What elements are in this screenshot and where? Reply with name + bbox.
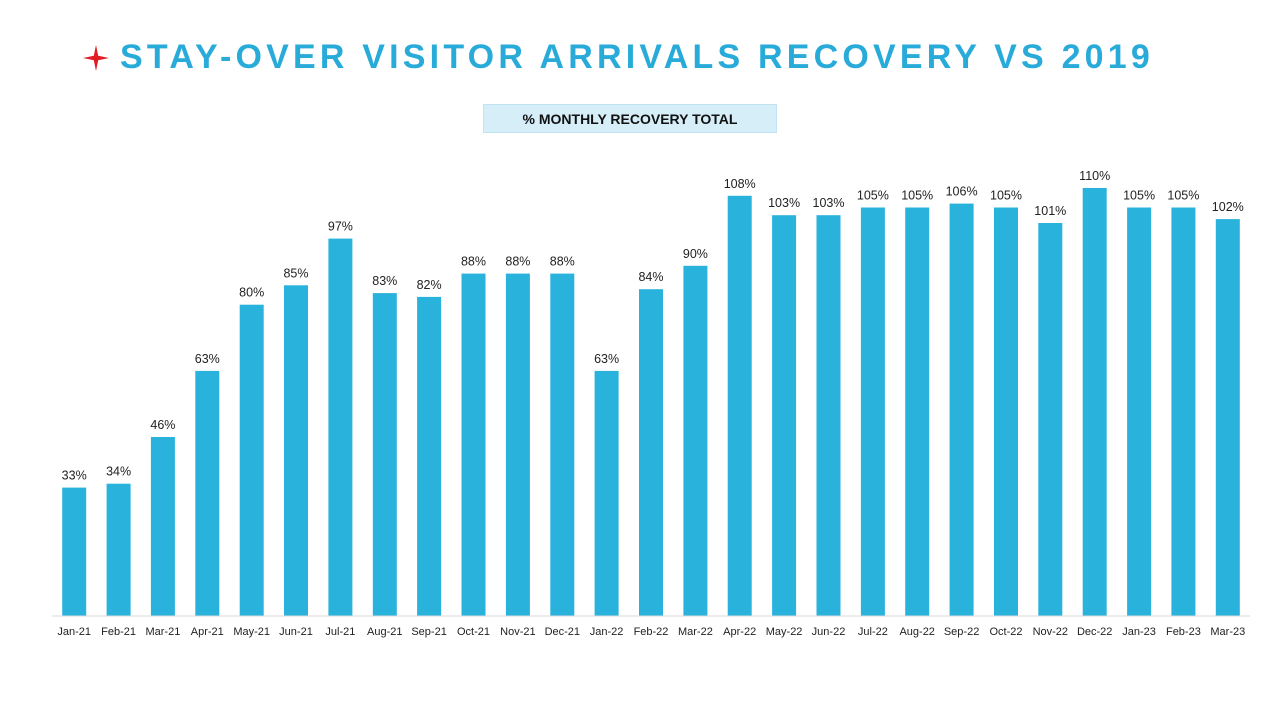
- category-label: Nov-22: [1033, 626, 1068, 638]
- data-label: 108%: [724, 177, 756, 191]
- category-label: May-22: [766, 626, 803, 638]
- category-label: Jan-21: [57, 626, 91, 638]
- category-label: Jan-23: [1122, 626, 1156, 638]
- bar-jun-21: [284, 285, 308, 616]
- bar-aug-21: [372, 293, 397, 616]
- category-label: Jul-21: [325, 626, 355, 638]
- category-label: Mar-22: [678, 626, 713, 638]
- data-label: 105%: [901, 189, 933, 203]
- bar-mar-23: [1215, 219, 1240, 616]
- category-label: Apr-21: [191, 626, 224, 638]
- data-label: 80%: [239, 286, 264, 300]
- bar-nov-22: [1038, 223, 1063, 616]
- data-label: 46%: [150, 418, 175, 432]
- bar-jul-21: [328, 238, 353, 616]
- category-label: Mar-21: [145, 626, 180, 638]
- bar-may-21: [239, 304, 264, 616]
- data-label: 106%: [946, 185, 978, 199]
- category-label: Feb-23: [1166, 626, 1201, 638]
- bar-jul-22: [860, 207, 885, 616]
- category-labels-group: Jan-21 Feb-21 Mar-21 Apr-21 May-21 Jun-21 Jul-…: [57, 626, 1245, 638]
- bar-jan-23: [1127, 207, 1152, 616]
- category-label: Sep-22: [944, 626, 979, 638]
- bars-group: [62, 188, 1240, 617]
- category-label: Nov-21: [500, 626, 535, 638]
- data-labels-group: 33% 34% 46% 63% 80% 85% 97% 83% 82% 88% 88% 88% 63% 8…: [62, 169, 1244, 483]
- data-label: 105%: [857, 189, 889, 203]
- data-label: 88%: [461, 255, 486, 269]
- category-label: Jun-21: [279, 626, 313, 638]
- bar-dec-21: [550, 273, 575, 616]
- category-label: Sep-21: [411, 626, 446, 638]
- category-label: Jul-22: [858, 626, 888, 638]
- category-label: Feb-21: [101, 626, 136, 638]
- category-label: Jun-22: [812, 626, 846, 638]
- bar-may-22: [772, 215, 797, 616]
- data-label: 105%: [990, 189, 1022, 203]
- category-label: Aug-21: [367, 626, 402, 638]
- category-label: Jan-22: [590, 626, 624, 638]
- bar-jan-21: [62, 487, 87, 616]
- data-label: 88%: [550, 255, 575, 269]
- chart-subtitle: % MONTHLY RECOVERY TOTAL: [483, 104, 777, 133]
- category-label: Oct-22: [989, 626, 1022, 638]
- bar-feb-23: [1171, 207, 1196, 616]
- data-label: 97%: [328, 220, 353, 234]
- page-title: STAY-OVER VISITOR ARRIVALS RECOVERY VS 2…: [120, 38, 1155, 76]
- bar-feb-21: [106, 483, 131, 616]
- data-label: 105%: [1123, 189, 1155, 203]
- red-star-icon: [83, 44, 109, 71]
- data-label: 63%: [594, 352, 619, 366]
- bar-oct-22: [994, 207, 1018, 616]
- category-label: Dec-21: [545, 626, 580, 638]
- data-label: 82%: [417, 278, 442, 292]
- bar-oct-21: [461, 273, 486, 616]
- data-label: 110%: [1079, 169, 1110, 183]
- title-row: STAY-OVER VISITOR ARRIVALS RECOVERY VS 2…: [82, 38, 1154, 77]
- category-label: May-21: [233, 626, 270, 638]
- bar-aug-22: [905, 207, 930, 616]
- data-label: 90%: [683, 247, 708, 261]
- bar-dec-22: [1082, 188, 1107, 616]
- data-label: 88%: [505, 255, 530, 269]
- bar-mar-21: [150, 437, 175, 616]
- bar-apr-21: [195, 370, 220, 616]
- data-label: 101%: [1034, 204, 1066, 218]
- bar-mar-22: [683, 265, 708, 616]
- bar-sep-22: [949, 203, 974, 616]
- data-label: 34%: [106, 465, 131, 479]
- category-label: Aug-22: [899, 626, 934, 638]
- category-label: Mar-23: [1210, 626, 1245, 638]
- data-label: 105%: [1167, 189, 1199, 203]
- category-label: Oct-21: [457, 626, 490, 638]
- data-label: 102%: [1212, 200, 1244, 214]
- bar-jun-22: [816, 215, 841, 616]
- bar-nov-21: [505, 273, 530, 616]
- bar-apr-22: [727, 195, 752, 617]
- data-label: 103%: [768, 196, 800, 210]
- category-label: Apr-22: [723, 626, 756, 638]
- bar-feb-22: [639, 289, 663, 616]
- data-label: 83%: [372, 274, 397, 288]
- category-label: Dec-22: [1077, 626, 1112, 638]
- data-label: 63%: [195, 352, 220, 366]
- bar-jan-22: [594, 370, 619, 616]
- data-label: 84%: [638, 270, 663, 284]
- data-label: 103%: [813, 196, 845, 210]
- category-label: Feb-22: [634, 626, 669, 638]
- bar-sep-21: [417, 296, 442, 616]
- data-label: 85%: [283, 266, 308, 280]
- data-label: 33%: [62, 469, 87, 483]
